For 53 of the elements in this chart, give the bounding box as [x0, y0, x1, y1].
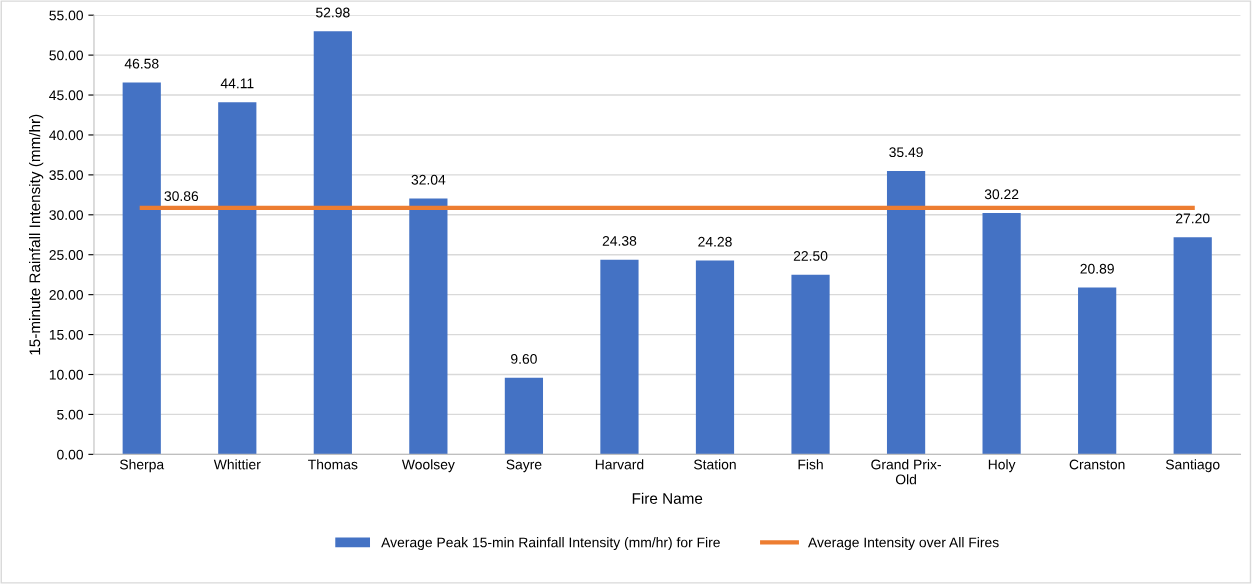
data-label: 44.11: [220, 78, 254, 89]
bar: [122, 82, 161, 455]
bar: [600, 259, 639, 455]
x-tick-label: Holy: [988, 459, 1016, 473]
data-label: 35.49: [889, 147, 923, 158]
y-tick-label: 0.00: [57, 449, 84, 460]
y-tick-label: 25.00: [49, 250, 84, 260]
data-label: 24.38: [602, 235, 637, 246]
y-tick-label: 5.00: [57, 409, 84, 420]
y-tick-label: 10.00: [49, 369, 84, 380]
x-tick-label: Woolsey: [401, 459, 455, 473]
bar: [886, 170, 926, 455]
data-label: 27.20: [1176, 213, 1210, 224]
bar: [1078, 287, 1117, 455]
y-tick-label: 30.00: [49, 210, 84, 220]
legend-label: Average Peak 15-min Rainfall Intensity (mm/hr) for Fire: [381, 537, 720, 551]
bar: [982, 213, 1021, 455]
y-axis-title: 15-minute Rainfall Intensity (mm/hr): [29, 114, 44, 355]
data-label: 46.58: [124, 58, 159, 69]
x-tick-label: Station: [694, 459, 736, 470]
x-tick-label: Sherpa: [119, 459, 165, 473]
x-tick-label: Cranston: [1069, 459, 1125, 470]
x-axis-title: Fire Name: [632, 492, 703, 504]
bar: [791, 274, 830, 455]
data-label: 24.28: [698, 236, 732, 247]
bar: [409, 198, 448, 455]
data-label: 52.98: [316, 7, 350, 18]
y-tick-label: 20.00: [49, 289, 84, 300]
y-tick-label: 55.00: [49, 10, 84, 21]
data-label: 9.60: [511, 354, 537, 364]
bar: [313, 31, 352, 455]
x-tick-label: Thomas: [308, 459, 358, 470]
bar: [504, 377, 544, 455]
data-label: 30.22: [984, 189, 1019, 200]
bar: [1173, 237, 1212, 455]
bar: [218, 102, 257, 455]
y-tick-label: 45.00: [49, 90, 84, 101]
data-label: 30.86: [164, 191, 199, 202]
x-tick-label: Whittier: [213, 459, 261, 470]
data-label: 22.50: [793, 251, 828, 261]
y-tick-label: 15.00: [49, 329, 84, 340]
legend-label: Average Intensity over All Fires: [808, 537, 999, 551]
bar: [695, 260, 735, 455]
data-label: 32.04: [411, 174, 446, 185]
x-tick-label: Santiago: [1165, 459, 1220, 473]
x-tick-label: Sayre: [506, 459, 542, 473]
data-label: 20.89: [1080, 263, 1114, 274]
x-tick-label: Grand Prix- Old: [871, 459, 941, 485]
y-tick-label: 35.00: [49, 170, 84, 181]
x-tick-label: Harvard: [595, 459, 644, 470]
y-tick-label: 50.00: [49, 50, 84, 61]
x-tick-label: Fish: [798, 459, 823, 470]
y-tick-label: 40.00: [49, 130, 84, 141]
